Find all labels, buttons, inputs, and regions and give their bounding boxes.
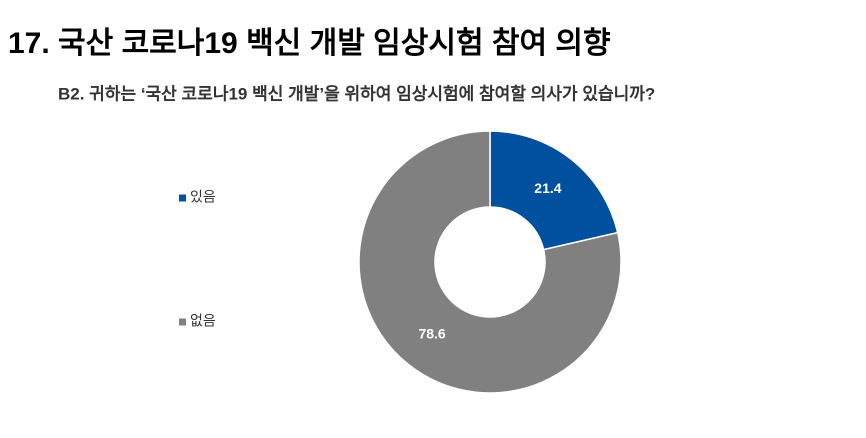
donut-slice bbox=[489, 130, 619, 251]
legend-label: 있음 bbox=[190, 189, 216, 205]
data-label: 78.6 bbox=[418, 325, 445, 341]
legend-marker bbox=[179, 194, 186, 202]
donut-slice bbox=[358, 130, 622, 394]
chart-subtitle: B2. 귀하는 ‘국산 코로나19 백신 개발’을 위하여 임상시험에 참여할 … bbox=[58, 83, 655, 103]
chart-title: 17. 국산 코로나19 백신 개발 임상시험 참여 의향 bbox=[8, 27, 611, 60]
legend-label: 없음 bbox=[190, 313, 216, 329]
legend-marker bbox=[179, 318, 186, 326]
data-label: 21.4 bbox=[534, 180, 561, 196]
